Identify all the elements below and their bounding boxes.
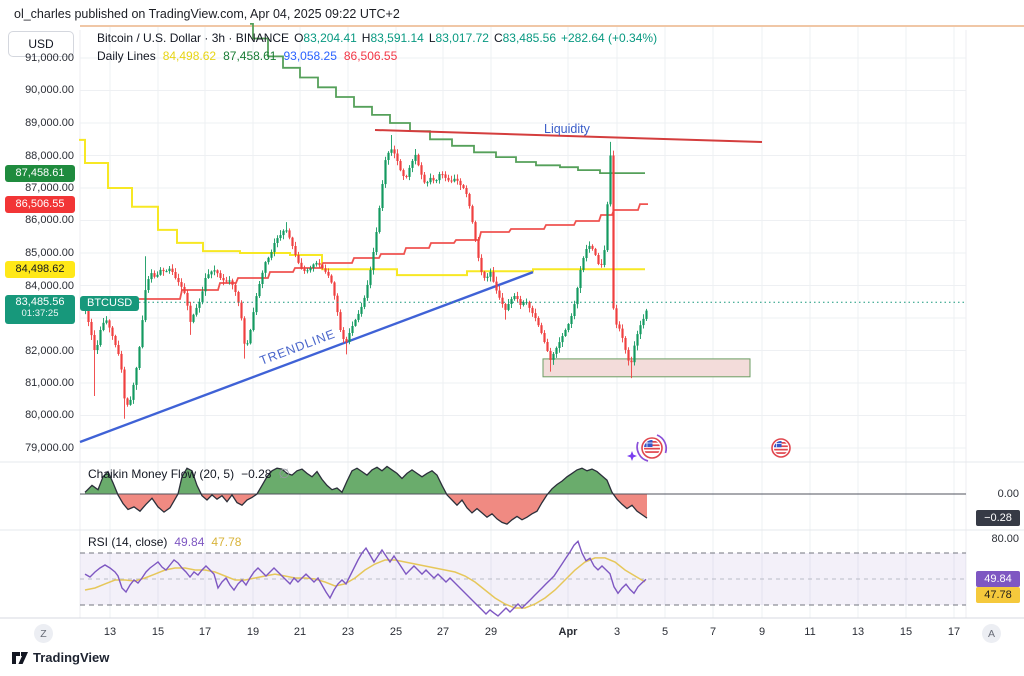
timezone-badge: Z (34, 624, 53, 643)
bar-countdown: 01:37:25 (21, 308, 59, 319)
rsi-title-value: 49.84 (174, 535, 205, 549)
time-axis-label: 17 (947, 626, 961, 638)
cmf-title-text: Chaikin Money Flow (20, 5) (88, 467, 235, 481)
tradingview-logo[interactable]: TradingView (12, 650, 109, 665)
event-marker-icons[interactable] (627, 434, 791, 462)
daily-lines-label: Daily Lines (97, 49, 156, 63)
price-axis-label: 85,000.00 (25, 247, 74, 259)
tradingview-logo-text: TradingView (33, 650, 110, 665)
currency-axis-button[interactable]: USD (8, 31, 74, 57)
time-axis-label: 5 (661, 626, 669, 638)
price-axis-label: 79,000.00 (25, 442, 74, 454)
symbol-title: Bitcoin / U.S. Dollar · 3h · BINANCE (97, 31, 290, 45)
yellow-daily-line-badge: 84,498.62 (5, 261, 75, 278)
daily-line-blue-value: 93,058.25 (283, 49, 337, 63)
green-daily-line-badge: 87,458.61 (5, 165, 75, 182)
ohlc-open: O83,204.41 (294, 31, 357, 45)
price-axis-label: 89,000.00 (25, 117, 74, 129)
time-axis-label: 25 (389, 626, 403, 638)
cmf-zero-label: 0.00 (997, 488, 1019, 500)
daily-line-green-value: 87,458.61 (223, 49, 277, 63)
current-price-badge: 83,485.56 01:37:25 (5, 295, 75, 324)
time-axis-label: 13 (103, 626, 117, 638)
daily-lines-legend[interactable]: Daily Lines 84,498.62 87,458.61 93,058.2… (97, 49, 397, 63)
time-axis-label: 7 (709, 626, 717, 638)
hide-values-icon[interactable]: ∅ (278, 466, 290, 481)
rsi-title-text: RSI (14, close) (88, 535, 168, 549)
cmf-value-badge: −0.28 (976, 510, 1020, 526)
time-axis-label: 15 (151, 626, 165, 638)
axis-mode-badge: A (982, 624, 1001, 643)
rsi-title-ma-value: 47.78 (211, 535, 242, 549)
liquidity-label: Liquidity (544, 122, 591, 136)
rsi-indicator-plot (80, 540, 966, 617)
rsi-pane-title: RSI (14, close) 49.84 47.78 (88, 535, 241, 549)
symbol-legend[interactable]: Bitcoin / U.S. Dollar · 3h · BINANCE O83… (97, 31, 657, 45)
ohlc-high: H83,591.14 (361, 31, 424, 45)
price-axis-label: 84,000.00 (25, 280, 74, 292)
us-flag-event-icon[interactable] (627, 434, 667, 462)
price-axis-label: 87,000.00 (25, 182, 74, 194)
price-axis-label: 90,000.00 (25, 84, 74, 96)
rsi-ma-value-badge: 47.78 (976, 587, 1020, 603)
ohlc-change: +282.64 (+0.34%) (561, 31, 658, 45)
price-axis-label: 80,000.00 (25, 409, 74, 421)
price-axis-label: 88,000.00 (25, 150, 74, 162)
time-axis-label: 13 (851, 626, 865, 638)
grid-lines (80, 26, 966, 618)
candlestick-series (84, 135, 648, 419)
time-axis-label: 29 (484, 626, 498, 638)
time-axis-label: 9 (758, 626, 766, 638)
daily-line-yellow-value: 84,498.62 (162, 49, 217, 63)
time-axis-label: Apr (558, 626, 578, 638)
price-axis-label: 81,000.00 (25, 377, 74, 389)
ohlc-close: C83,485.56 (493, 31, 556, 45)
daily-line-red-value: 86,506.55 (343, 49, 398, 63)
time-axis-label: 23 (341, 626, 355, 638)
cmf-title-value: −0.28 (241, 467, 272, 481)
time-axis-label: 19 (246, 626, 260, 638)
time-axis-label: 15 (899, 626, 913, 638)
rsi-top-label: 80.00 (991, 533, 1019, 545)
cmf-pane-title: Chaikin Money Flow (20, 5) −0.28 ∅ (88, 466, 290, 482)
published-attribution: ol_charles published on TradingView.com,… (14, 7, 400, 21)
rsi-value-badge: 49.84 (976, 571, 1020, 587)
current-price-value: 83,485.56 (15, 296, 65, 308)
time-axis-label: 3 (613, 626, 621, 638)
price-axis-label: 82,000.00 (25, 345, 74, 357)
us-flag-event-icon[interactable] (771, 438, 791, 458)
overlay-lines (79, 22, 763, 444)
time-axis-label: 17 (198, 626, 212, 638)
tradingview-logo-icon (12, 651, 28, 664)
price-axis-label: 91,000.00 (25, 52, 74, 64)
time-axis-label: 21 (293, 626, 307, 638)
cmf-indicator-plot (80, 465, 966, 525)
time-axis-label: 11 (804, 626, 816, 638)
symbol-price-tag: BTCUSD (80, 296, 140, 311)
price-axis-label: 86,000.00 (25, 214, 74, 226)
red-daily-line-badge: 86,506.55 (5, 196, 75, 213)
supply-zone (542, 358, 751, 378)
ohlc-low: L83,017.72 (428, 31, 489, 45)
time-axis-label: 27 (436, 626, 450, 638)
